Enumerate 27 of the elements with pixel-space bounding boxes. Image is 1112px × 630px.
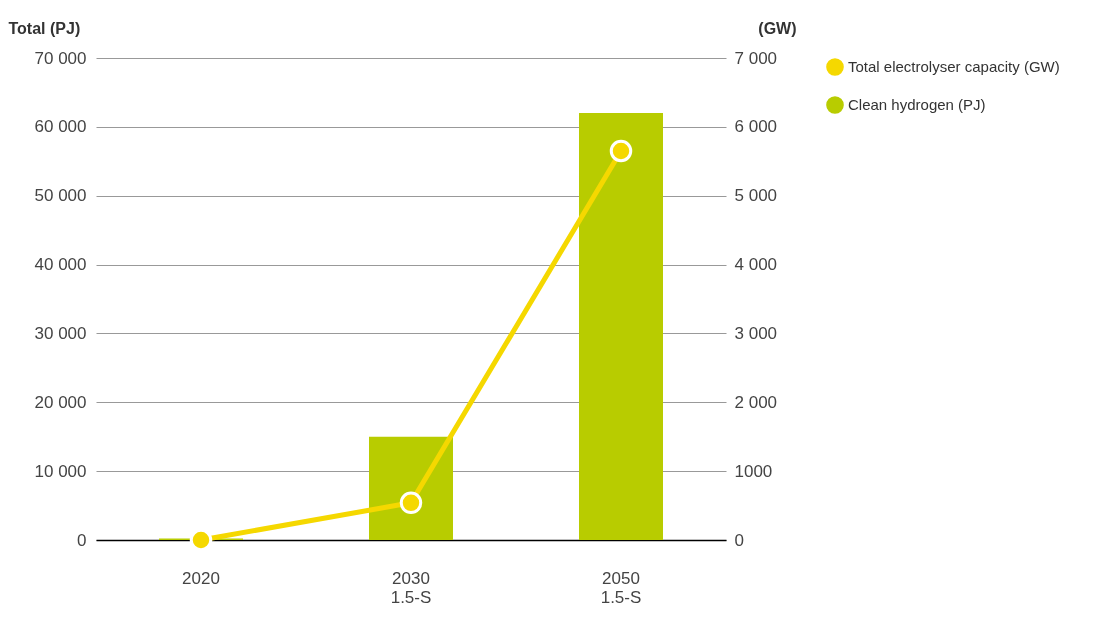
point bbox=[399, 491, 423, 515]
x-tick-label: 2030 1.5-S bbox=[390, 568, 432, 607]
x-tick-label: 2020 bbox=[182, 568, 220, 588]
y2-tick-label: 0 bbox=[734, 530, 744, 550]
y-tick-label: 50 000 bbox=[34, 186, 87, 206]
y-tick-label: 40 000 bbox=[34, 255, 87, 275]
legend-label: Total electrolyser capacity (GW) bbox=[848, 58, 1060, 75]
y-tick-label: 60 000 bbox=[34, 117, 87, 137]
y-tick-label: 20 000 bbox=[34, 392, 87, 412]
y2-tick-label: 6 000 bbox=[734, 117, 778, 137]
bar bbox=[579, 113, 663, 540]
y2-tick-label: 5 000 bbox=[734, 186, 778, 206]
legend-label: Clean hydrogen (PJ) bbox=[848, 96, 986, 113]
x-tick-label: 2050 1.5-S bbox=[600, 568, 642, 607]
y-tick-label: 70 000 bbox=[34, 48, 87, 68]
y2-tick-label: 2 000 bbox=[734, 392, 778, 412]
y-tick-label: 10 000 bbox=[34, 461, 87, 481]
y2-tick-label: 3 000 bbox=[734, 323, 778, 343]
y2-tick-label: 1000 bbox=[734, 461, 773, 481]
y-tick-label: 30 000 bbox=[34, 323, 87, 343]
y2-tick-label: 4 000 bbox=[734, 255, 778, 275]
y-tick-label: 0 bbox=[77, 530, 87, 550]
point bbox=[609, 139, 633, 163]
y2-tick-label: 7 000 bbox=[734, 48, 778, 68]
y-axis-title: Total (PJ) bbox=[8, 19, 81, 37]
point bbox=[189, 528, 213, 552]
y2-axis-title: (GW) bbox=[758, 19, 797, 37]
